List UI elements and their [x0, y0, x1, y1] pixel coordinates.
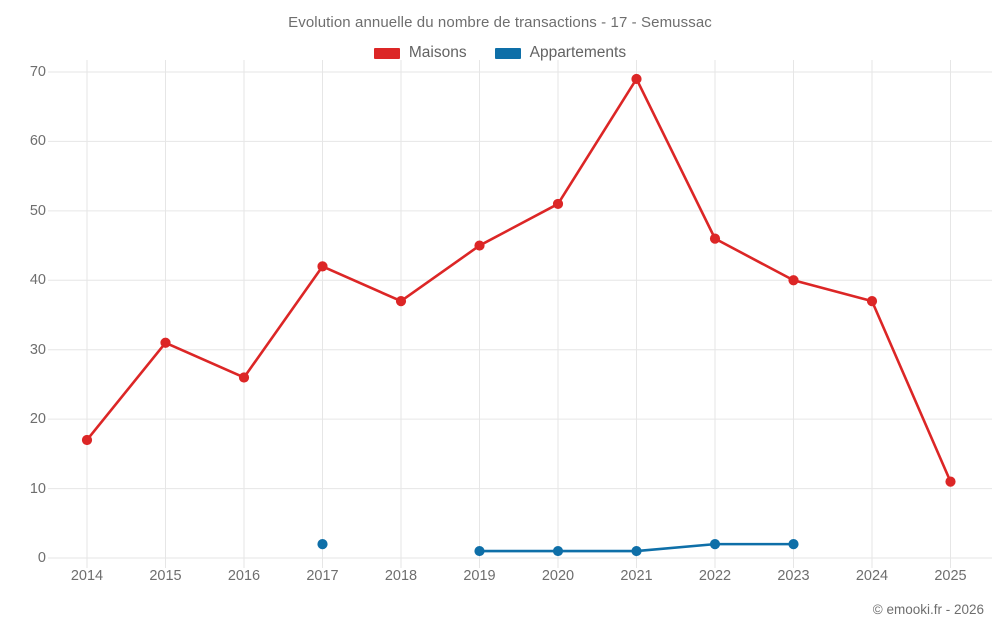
y-axis-tick-label: 60	[29, 133, 46, 150]
grid-lines	[48, 60, 992, 568]
x-axis-tick-label: 2020	[541, 568, 575, 584]
x-axis-tick-label: 2022	[698, 568, 732, 584]
data-point[interactable]	[317, 539, 328, 550]
data-point[interactable]	[474, 545, 485, 557]
data-point[interactable]	[788, 275, 799, 286]
y-axis-tick-label: 30	[29, 341, 46, 358]
y-axis-tick-label: 50	[29, 202, 46, 219]
y-axis-tick-label: 10	[29, 480, 46, 497]
y-axis-tick-label: 40	[29, 272, 46, 289]
x-axis-tick-label: 2018	[384, 568, 418, 584]
x-axis-tick-label: 2014	[70, 568, 104, 584]
x-axis-tick-label: 2017	[306, 568, 339, 584]
data-point[interactable]	[160, 337, 171, 348]
data-point[interactable]	[395, 296, 407, 307]
x-axis-tick-label: 2021	[620, 568, 653, 584]
legend-label-appartements: Appartements	[529, 44, 627, 61]
data-point[interactable]	[552, 198, 564, 210]
chart-title: Evolution annuelle du nombre de transact…	[288, 14, 712, 31]
data-point[interactable]	[238, 372, 250, 383]
legend-item-maisons[interactable]: Maisons	[373, 44, 467, 62]
x-axis-tick-label: 2015	[149, 568, 182, 584]
x-axis-tick-label: 2025	[934, 568, 967, 584]
x-axis-tick-label: 2024	[855, 568, 889, 584]
series-appartements	[317, 539, 799, 557]
data-point[interactable]	[945, 476, 956, 487]
x-axis-tick-label: 2019	[463, 568, 496, 584]
y-axis-tick-label: 0	[37, 550, 46, 566]
series-line	[85, 77, 952, 483]
data-point[interactable]	[552, 545, 564, 557]
legend-label-maisons: Maisons	[408, 44, 467, 61]
data-point[interactable]	[709, 233, 721, 244]
data-point[interactable]	[788, 539, 799, 550]
data-point[interactable]	[631, 545, 642, 557]
legend-swatch-icon-maisons	[373, 47, 400, 59]
y-axis-tick-label: 70	[29, 64, 46, 80]
legend-item-appartements[interactable]: Appartements	[494, 44, 627, 62]
data-point[interactable]	[709, 539, 721, 550]
series-maisons	[81, 73, 956, 487]
y-axis-tick-label: 20	[29, 411, 46, 428]
data-point[interactable]	[866, 296, 878, 307]
legend-swatch-icon-appartements	[494, 47, 521, 59]
data-point[interactable]	[474, 240, 485, 251]
data-point[interactable]	[81, 434, 93, 446]
data-point[interactable]	[631, 73, 642, 85]
chart-legend: Maisons Appartements	[0, 44, 1000, 62]
x-axis-tick-label: 2016	[227, 568, 261, 584]
x-axis-tick-label: 2023	[777, 568, 810, 584]
footer-credit: © emooki.fr - 2026	[872, 602, 984, 617]
data-point[interactable]	[317, 261, 328, 272]
